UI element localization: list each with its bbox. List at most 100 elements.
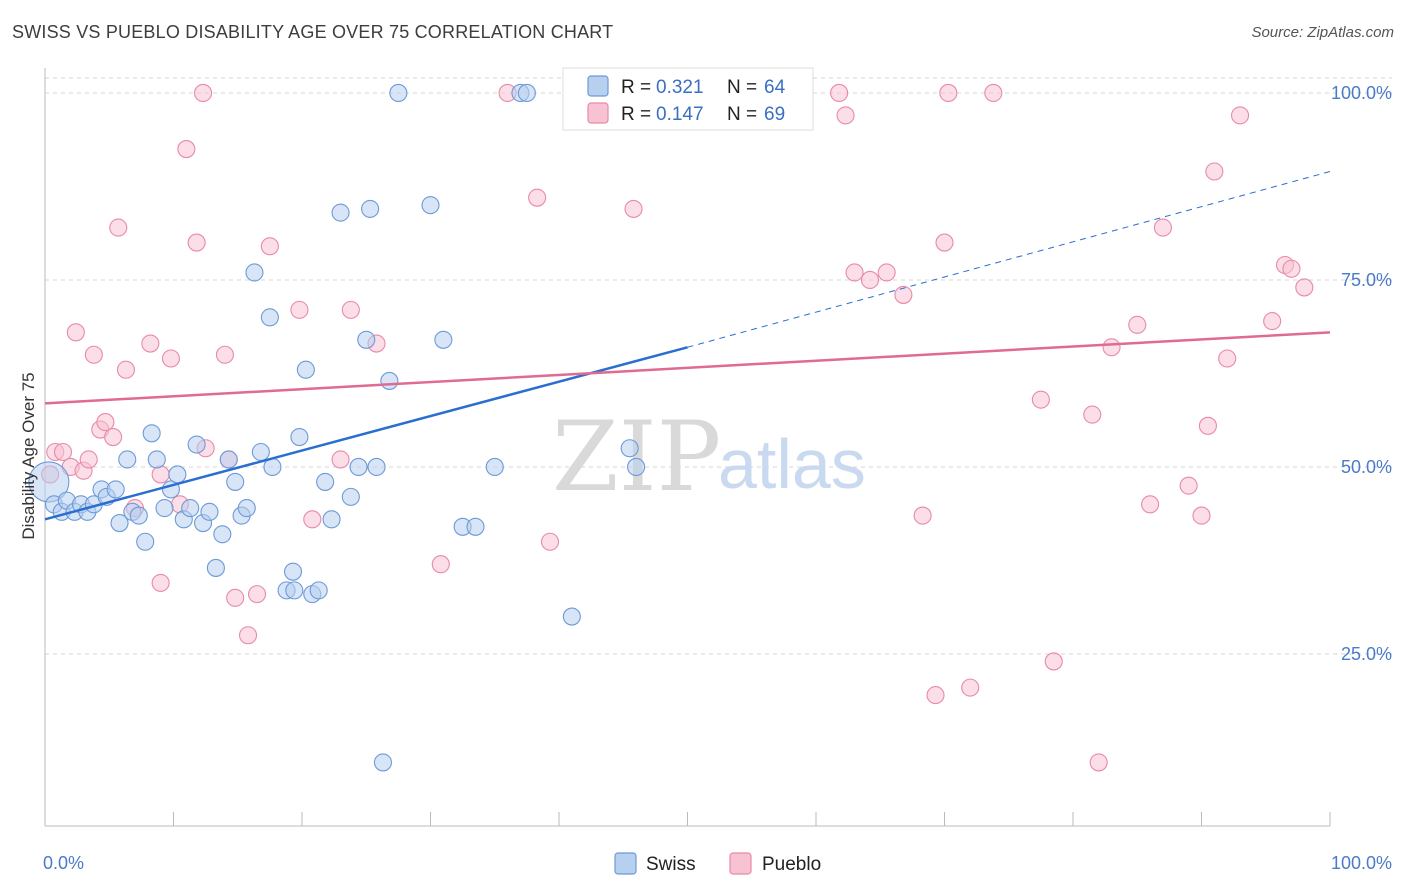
pueblo-point [141,334,160,353]
watermark-atlas: atlas [718,425,866,503]
watermark-zip: ZIP [552,401,721,513]
legend-swiss-r-value: 0.321 [656,77,704,98]
pueblo-point [1263,312,1282,331]
y-tick-label: 100.0% [1331,83,1392,103]
pueblo-point [331,450,350,469]
pueblo-point [1179,476,1198,495]
swiss-point [251,442,270,462]
legend-swiss-r-label: R = [621,77,651,98]
swiss-point [147,450,166,469]
bottom-legend-pueblo: Pueblo [762,854,821,875]
swiss-point [129,506,148,525]
pueblo-point [104,427,123,447]
pueblo-point [1153,218,1172,237]
swiss-point [285,581,304,600]
y-tick-labels: 25.0% 50.0% 75.0% 100.0% [1331,83,1392,664]
pueblo-point [913,506,932,525]
correlation-legend: R = 0.321 N = 64 R = 0.147 N = 69 [562,67,814,131]
swiss-point [620,439,639,458]
x-tick-labels: 0.0% 100.0% [43,853,1392,873]
pueblo-point [836,106,855,125]
swiss-point [380,371,399,390]
pueblo-point [1128,315,1147,334]
swiss-point [373,753,393,772]
swiss-point [389,83,408,103]
pueblo-point [431,555,450,574]
pueblo-point [116,360,136,379]
swiss-point [331,203,350,222]
legend-swiss-n-label: N = [727,77,757,98]
y-axis-label: Disability Age Over 75 [19,372,38,539]
pueblo-point [540,532,560,551]
swiss-point [322,510,341,529]
pueblo-point [1044,652,1063,671]
pueblo-point [528,188,547,207]
source-label: Source: ZipAtlas.com [1251,24,1394,41]
swiss-point [237,499,256,518]
bottom-legend-swiss: Swiss [646,854,696,875]
pueblo-point [1231,106,1250,125]
series-legend: Swiss Pueblo [614,852,821,875]
swiss-point [181,499,200,518]
swiss-point [357,330,376,349]
swiss-point [187,435,206,454]
swiss-point [361,199,380,218]
pueblo-point [1198,416,1217,435]
swiss-point [309,581,328,600]
pueblo-point [1031,390,1050,409]
legend-pueblo-n-label: N = [727,104,757,125]
pueblo-point [79,450,98,469]
pueblo-point [53,442,73,462]
bottom-legend-swatch-swiss [614,852,637,875]
legend-pueblo-n-value: 69 [764,104,785,125]
pueblo-point [1192,506,1211,525]
pueblo-point [194,83,213,103]
axes [44,68,1331,827]
pueblo-point [96,413,115,432]
legend-swatch-swiss [587,75,609,97]
swiss-point [110,514,129,533]
swiss-point [213,525,232,544]
pueblo-point [624,199,643,218]
pueblo-point [215,345,234,364]
legend-pueblo-r-value: 0.147 [656,104,704,125]
swiss-point [349,457,368,477]
chart-title: SWISS VS PUEBLO DISABILITY AGE OVER 75 C… [12,22,614,42]
pueblo-point [926,686,945,705]
legend-pueblo-r-label: R = [621,104,651,125]
swiss-point [168,465,187,484]
pueblo-point [84,345,103,364]
swiss-point [142,424,161,443]
pueblo-trend-line [44,331,1331,405]
legend-swatch-pueblo [587,102,609,124]
pueblo-point [1089,753,1108,772]
pueblo-point [1083,405,1102,424]
pueblo-point [1205,162,1224,181]
swiss-point [485,457,504,477]
pueblo-point [1218,349,1237,368]
swiss-point [245,263,264,282]
swiss-point [367,457,386,477]
pueblo-point [161,349,180,368]
pueblo-point [894,285,913,304]
swiss-point [200,502,219,521]
legend-swiss-n-value: 64 [764,77,786,98]
swiss-point [260,308,279,327]
pueblo-point [109,218,128,237]
swiss-point [226,472,245,491]
y-tick-label: 50.0% [1341,457,1392,477]
swiss-point [296,360,315,379]
swiss-point [155,499,174,518]
pueblo-point [177,140,196,159]
swiss-point [421,196,440,215]
swiss-point [290,427,309,447]
pueblo-point [238,626,258,645]
pueblo-point [1282,259,1301,278]
pueblo-point [877,263,896,282]
pueblo-point [290,300,309,319]
swiss-point [118,450,137,469]
trend-lines [44,171,1331,521]
swiss-point [316,472,335,491]
pueblo-point [935,233,954,252]
